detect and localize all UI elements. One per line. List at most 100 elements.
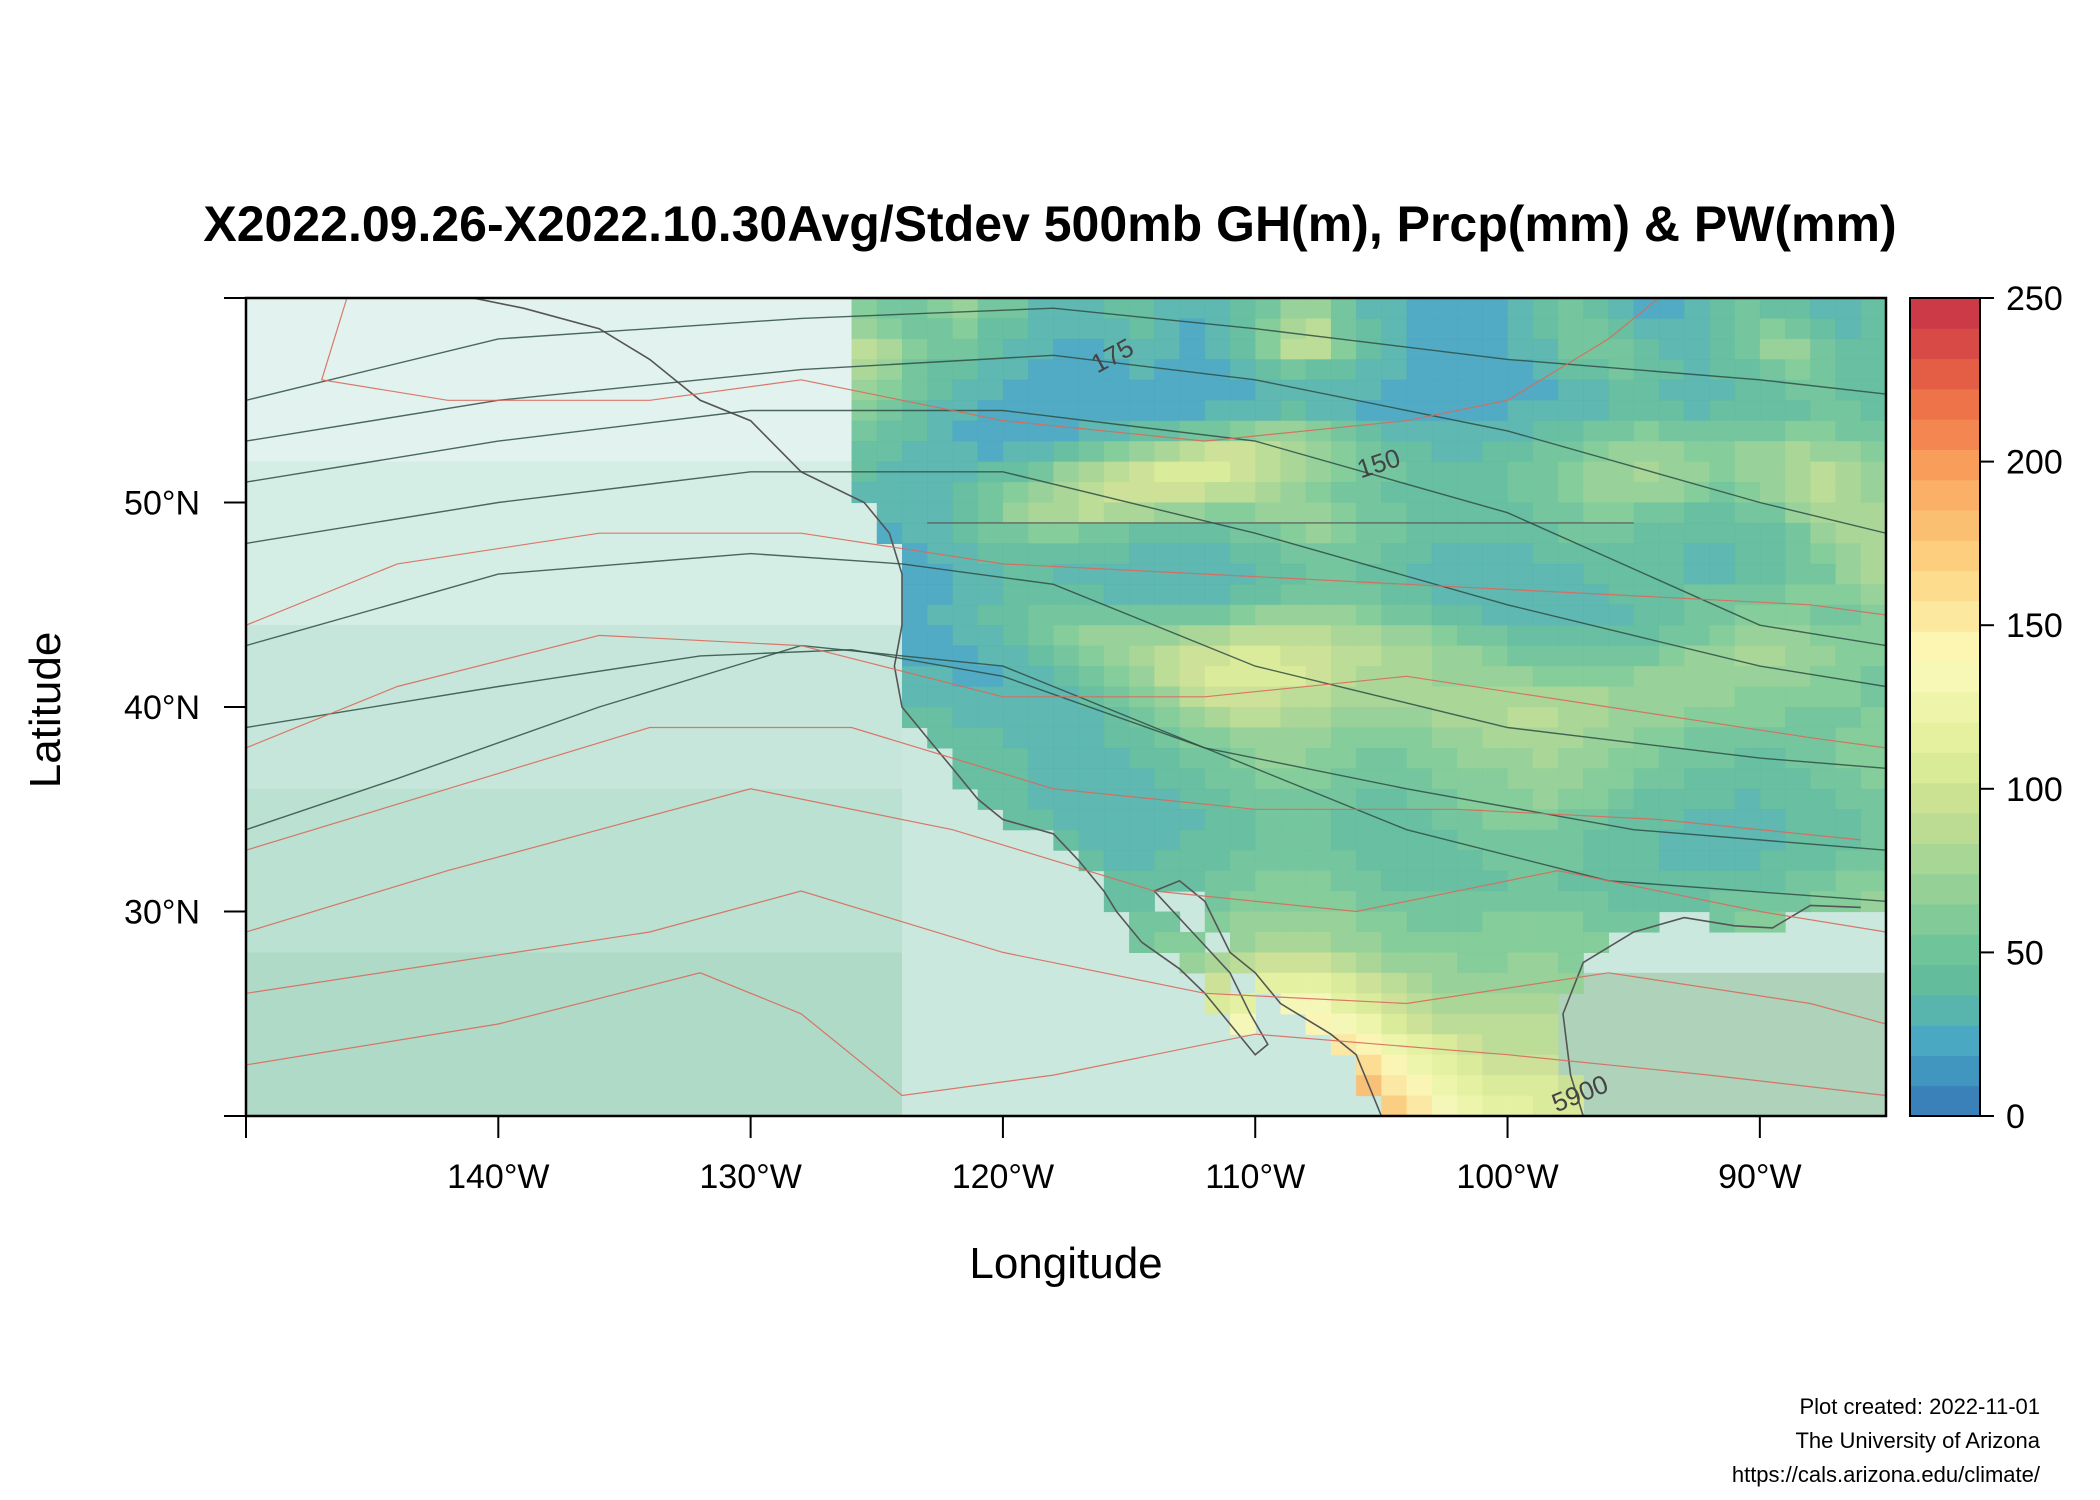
precip-cell: [952, 768, 979, 790]
precip-cell: [1860, 707, 1886, 729]
precip-cell: [1507, 400, 1534, 422]
precip-cell: [1381, 461, 1408, 483]
precip-cell: [1734, 379, 1761, 401]
precip-cell: [1532, 420, 1559, 442]
precip-cell: [1860, 625, 1886, 647]
precip-cell: [1835, 645, 1862, 667]
precip-cell: [1028, 768, 1054, 790]
precip-cell: [1734, 298, 1761, 320]
precip-cell: [1103, 461, 1130, 483]
precip-cell: [1608, 359, 1635, 381]
precip-cell: [1734, 768, 1761, 790]
precip-cell: [1810, 400, 1837, 422]
precip-cell: [1734, 461, 1761, 483]
precip-cell: [1583, 379, 1610, 401]
precip-cell: [952, 747, 979, 769]
colorbar-swatch: [1910, 510, 1980, 541]
precip-cell: [1129, 870, 1155, 892]
precip-cell: [1002, 482, 1029, 504]
x-tick-label: 110°W: [1205, 1158, 1305, 1196]
precip-cell: [1179, 707, 1206, 729]
precip-cell: [1129, 543, 1155, 565]
precip-cell: [952, 727, 979, 749]
precip-cell: [1179, 584, 1206, 606]
precip-cell: [1280, 747, 1307, 769]
precip-cell: [1558, 543, 1584, 565]
precip-cell: [1658, 563, 1685, 585]
precip-cell: [1835, 625, 1862, 647]
precip-cell: [902, 666, 928, 688]
precip-cell: [1230, 727, 1256, 749]
precip-cell: [1457, 1054, 1483, 1076]
precip-cell: [1684, 604, 1710, 626]
colorbar-tick-label: 100: [2006, 771, 2063, 809]
precip-cell: [1860, 400, 1886, 422]
x-axis-title: Longitude: [969, 1239, 1162, 1288]
precip-cell: [1431, 379, 1458, 401]
precip-cell: [1532, 400, 1559, 422]
precip-cell: [1356, 379, 1382, 401]
precip-cell: [1028, 522, 1054, 544]
precip-cell: [1709, 604, 1736, 626]
precip-cell: [1053, 543, 1080, 565]
precip-cell: [1078, 400, 1105, 422]
precip-cell: [1507, 338, 1534, 360]
precip-cell: [1356, 338, 1382, 360]
precip-cell: [1810, 420, 1837, 442]
precip-cell: [1558, 379, 1584, 401]
precip-cell: [927, 318, 954, 340]
precip-cell: [1482, 359, 1509, 381]
precip-cell: [1684, 338, 1710, 360]
precip-cell: [1785, 747, 1811, 769]
precip-cell: [1078, 298, 1105, 320]
precip-cell: [1330, 359, 1357, 381]
precip-cell: [1658, 359, 1685, 381]
precip-cell: [927, 298, 954, 320]
precip-cell: [1860, 829, 1886, 851]
colorbar-swatch: [1910, 540, 1980, 572]
precip-cell: [1457, 809, 1483, 831]
precip-cell: [1507, 972, 1534, 994]
precip-cell: [1381, 850, 1408, 872]
precip-cell: [1583, 604, 1610, 626]
precip-cell: [1658, 707, 1685, 729]
precip-cell: [1204, 502, 1231, 524]
precip-cell: [1129, 829, 1155, 851]
precip-cell: [1608, 829, 1635, 851]
precip-cell: [927, 727, 954, 749]
precip-cell: [1406, 359, 1433, 381]
precip-cell: [1154, 502, 1181, 524]
precip-cell: [1558, 502, 1584, 524]
precip-cell: [1381, 522, 1408, 544]
precip-cell: [1558, 707, 1584, 729]
precip-cell: [1532, 461, 1559, 483]
precip-cell: [1381, 359, 1408, 381]
precip-cell: [1658, 747, 1685, 769]
precip-cell: [1129, 461, 1155, 483]
precip-cell: [1330, 584, 1357, 606]
precip-cell: [1078, 338, 1105, 360]
precip-cell: [1356, 747, 1382, 769]
precip-cell: [1759, 359, 1786, 381]
precip-cell: [1381, 768, 1408, 790]
precip-cell: [1734, 850, 1761, 872]
precip-cell: [1381, 809, 1408, 831]
precip-cell: [1204, 993, 1231, 1015]
precip-cell: [1835, 298, 1862, 320]
precip-cell: [1204, 338, 1231, 360]
precip-cell: [1457, 707, 1483, 729]
precip-cell: [1785, 809, 1811, 831]
precip-cell: [1457, 441, 1483, 463]
precip-cell: [1406, 1034, 1433, 1056]
precip-cell: [1255, 850, 1282, 872]
precip-cell: [1230, 318, 1256, 340]
precip-cell: [1457, 850, 1483, 872]
precip-cell: [1431, 891, 1458, 913]
colorbar-swatch: [1910, 873, 1980, 905]
precip-cell: [1860, 666, 1886, 688]
precip-cell: [1734, 788, 1761, 810]
stdev-contour-line: [246, 634, 1886, 749]
precip-cell: [1583, 563, 1610, 585]
precip-cell: [1002, 522, 1029, 544]
precip-cell: [876, 359, 903, 381]
